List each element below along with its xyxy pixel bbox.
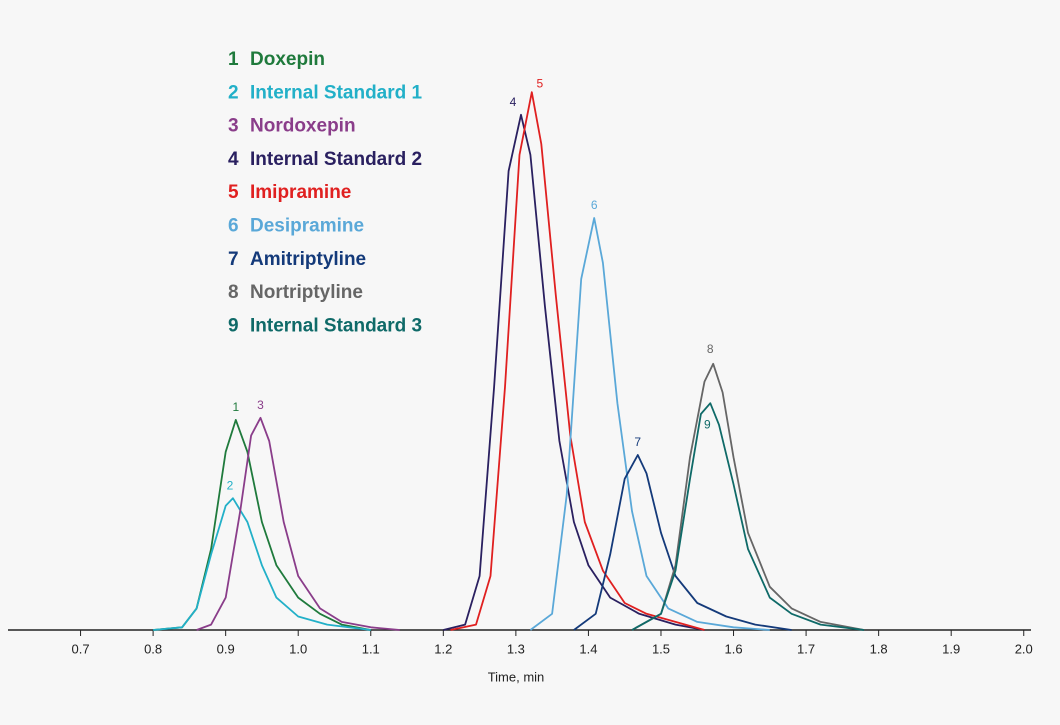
x-tick-label: 1.4 xyxy=(579,641,597,656)
x-tick-label: 0.7 xyxy=(72,641,90,656)
x-tick-label: 1.5 xyxy=(652,641,670,656)
legend-name: Amitriptyline xyxy=(250,249,366,270)
legend-number: 9 xyxy=(228,315,239,336)
peak-label: 9 xyxy=(704,417,711,431)
legend-number: 1 xyxy=(228,49,239,70)
x-tick-label: 0.8 xyxy=(144,641,162,656)
chromatogram-trace xyxy=(631,402,865,631)
legend-number: 3 xyxy=(228,116,239,137)
x-tick-label: 1.7 xyxy=(797,641,815,656)
legend-number: 5 xyxy=(228,182,239,203)
x-tick-label: 1.6 xyxy=(724,641,742,656)
peak-label: 2 xyxy=(227,478,234,492)
chromatogram-trace xyxy=(573,454,792,631)
legend-name: Nortriptyline xyxy=(250,282,363,303)
peak-label: 3 xyxy=(257,398,264,412)
peak-label: 4 xyxy=(510,95,517,109)
chromatogram-trace xyxy=(443,113,705,631)
x-axis-label: Time, min xyxy=(488,669,545,684)
legend-number: 8 xyxy=(228,282,239,303)
legend-name: Internal Standard 3 xyxy=(250,315,422,336)
peak-label: 6 xyxy=(591,198,598,212)
legend-name: Desipramine xyxy=(250,216,364,237)
peak-label: 8 xyxy=(707,342,714,356)
x-tick-label: 1.2 xyxy=(434,641,452,656)
peak-label: 1 xyxy=(232,400,239,414)
x-tick-label: 1.3 xyxy=(507,641,525,656)
legend-number: 7 xyxy=(228,249,239,270)
chromatogram-trace xyxy=(529,217,770,631)
legend-number: 2 xyxy=(228,82,239,103)
legend-name: Nordoxepin xyxy=(250,116,356,137)
legend-number: 6 xyxy=(228,216,239,237)
x-tick-label: 1.1 xyxy=(362,641,380,656)
chromatogram-trace xyxy=(450,91,705,631)
legend-number: 4 xyxy=(228,149,239,170)
peak-label: 7 xyxy=(634,435,641,449)
legend-name: Doxepin xyxy=(250,49,325,70)
x-tick-label: 1.8 xyxy=(870,641,888,656)
chromatogram-trace xyxy=(196,416,400,631)
x-tick-label: 0.9 xyxy=(217,641,235,656)
peak-label: 5 xyxy=(536,76,543,90)
legend-name: Internal Standard 2 xyxy=(250,149,422,170)
x-tick-label: 1.0 xyxy=(289,641,307,656)
legend-name: Imipramine xyxy=(250,182,351,203)
x-tick-label: 2.0 xyxy=(1015,641,1033,656)
x-tick-label: 1.9 xyxy=(942,641,960,656)
legend-name: Internal Standard 1 xyxy=(250,82,423,103)
